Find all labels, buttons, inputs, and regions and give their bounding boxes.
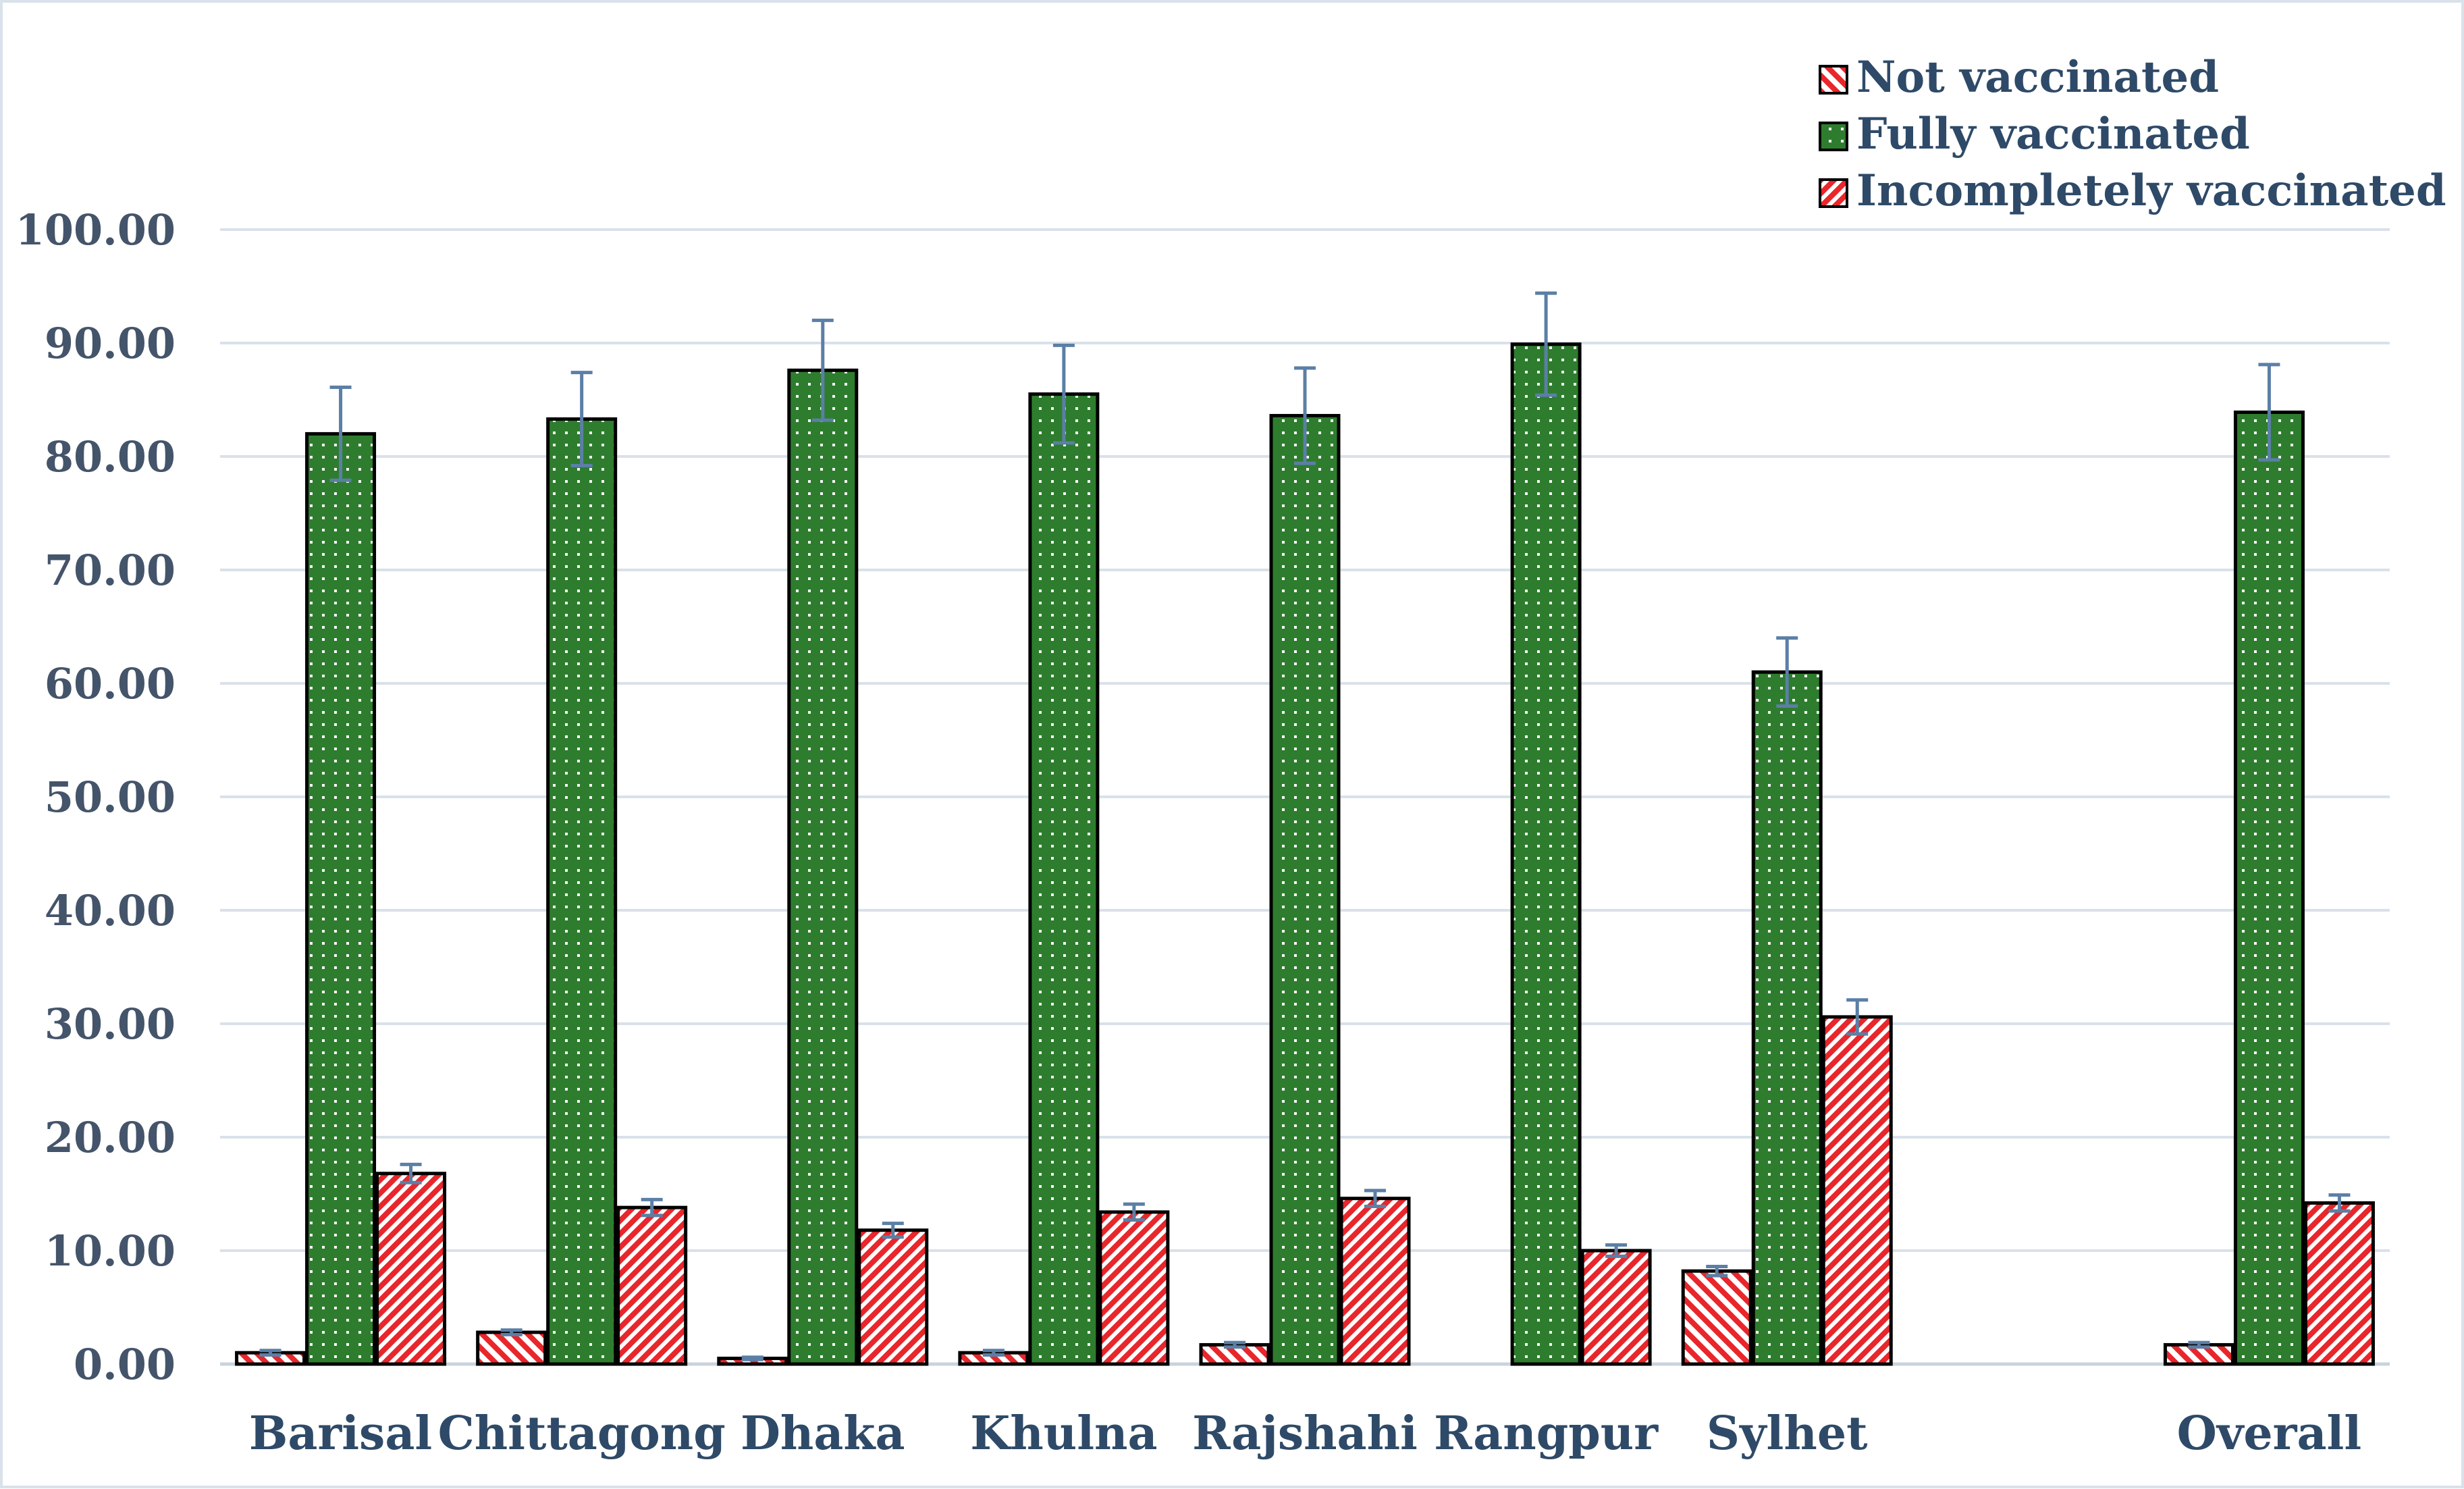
bar-incompletely-vaccinated: [2303, 1201, 2375, 1366]
bar-incompletely-vaccinated: [616, 1205, 688, 1366]
error-bar: [1123, 1202, 1145, 1222]
legend-swatch: [1819, 65, 1848, 95]
error-bar: [570, 371, 593, 467]
y-tick-label: 20.00: [45, 1113, 176, 1162]
bars: [235, 342, 2375, 1366]
y-tick-label: 90.00: [45, 319, 176, 368]
bar-incompletely-vaccinated: [857, 1228, 929, 1366]
bar-fully-vaccinated: [2233, 410, 2305, 1366]
y-tick-label: 40.00: [45, 886, 176, 935]
x-category-label: Chittagong: [438, 1407, 726, 1461]
bar-fully-vaccinated: [546, 417, 618, 1366]
legend-item: Not vaccinated: [1819, 52, 2219, 103]
bar-not-vaccinated: [1199, 1342, 1270, 1366]
error-bar: [741, 1355, 764, 1361]
x-category-label: Sylhet: [1707, 1407, 1868, 1461]
bar-incompletely-vaccinated: [375, 1172, 447, 1366]
error-bars: [259, 291, 2351, 1361]
bar-chart: 0.00 10.00 20.00 30.00 40.00 50.00 60.00 70.00 8…: [16, 52, 2446, 1461]
error-bar: [1535, 291, 1557, 397]
y-tick-label: 10.00: [45, 1226, 176, 1276]
bar-fully-vaccinated: [305, 432, 377, 1366]
error-bar: [882, 1222, 904, 1239]
legend-swatch: [1819, 122, 1848, 151]
legend-label: Fully vaccinated: [1856, 109, 2250, 159]
error-bar: [329, 386, 352, 482]
bar-fully-vaccinated: [1510, 342, 1582, 1366]
error-bar: [2188, 1340, 2210, 1349]
error-bar: [1605, 1243, 1628, 1258]
y-tick-label: 100.00: [16, 205, 176, 255]
bar-fully-vaccinated: [1751, 670, 1823, 1366]
legend: Not vaccinated Fully vaccinated Incomplete…: [1819, 52, 2446, 216]
error-bar: [1364, 1188, 1386, 1208]
bar-fully-vaccinated: [787, 368, 859, 1366]
x-category-label: Khulna: [970, 1407, 1157, 1461]
error-bar: [500, 1328, 523, 1336]
error-bar: [1052, 343, 1075, 445]
legend-item: Fully vaccinated: [1819, 109, 2250, 159]
bar-fully-vaccinated: [1028, 392, 1100, 1366]
error-bar: [1846, 998, 1869, 1036]
y-tick-label: 30.00: [45, 999, 176, 1049]
y-tick-label: 50.00: [45, 773, 176, 822]
x-category-label: Overall: [2177, 1407, 2362, 1461]
error-bar: [1224, 1340, 1246, 1349]
bar-not-vaccinated: [476, 1330, 547, 1366]
error-bar: [1776, 636, 1798, 708]
error-bar: [982, 1349, 1005, 1357]
legend-label: Not vaccinated: [1856, 52, 2219, 103]
bar-incompletely-vaccinated: [1339, 1197, 1411, 1366]
error-bar: [2328, 1193, 2351, 1213]
bar-incompletely-vaccinated: [1821, 1015, 1893, 1366]
legend-label: Incompletely vaccinated: [1856, 165, 2446, 216]
error-bar: [1706, 1265, 1728, 1278]
x-category-label: Rajshahi: [1192, 1407, 1418, 1461]
y-tick-label: 80.00: [45, 432, 176, 481]
error-bar: [811, 318, 834, 422]
error-bar: [259, 1349, 282, 1357]
bar-incompletely-vaccinated: [1580, 1249, 1652, 1366]
x-category-label: Dhaka: [741, 1407, 905, 1461]
x-category-label: Barisal: [249, 1407, 432, 1461]
x-category-label: Rangpur: [1434, 1407, 1659, 1461]
bar-incompletely-vaccinated: [1098, 1210, 1170, 1366]
y-tick-label: 60.00: [45, 659, 176, 708]
error-bar: [1294, 366, 1316, 465]
error-bar: [641, 1197, 663, 1218]
y-tick-label: 70.00: [45, 546, 176, 595]
y-tick-label: 0.00: [74, 1340, 176, 1389]
bar-fully-vaccinated: [1269, 414, 1341, 1366]
error-bar: [2258, 363, 2280, 462]
legend-swatch: [1819, 178, 1848, 208]
bar-not-vaccinated: [1681, 1269, 1752, 1366]
legend-item: Incompletely vaccinated: [1819, 165, 2446, 216]
error-bar: [400, 1162, 422, 1184]
axis-labels: 0.00 10.00 20.00 30.00 40.00 50.00 60.00 70.00 8…: [16, 205, 2362, 1461]
